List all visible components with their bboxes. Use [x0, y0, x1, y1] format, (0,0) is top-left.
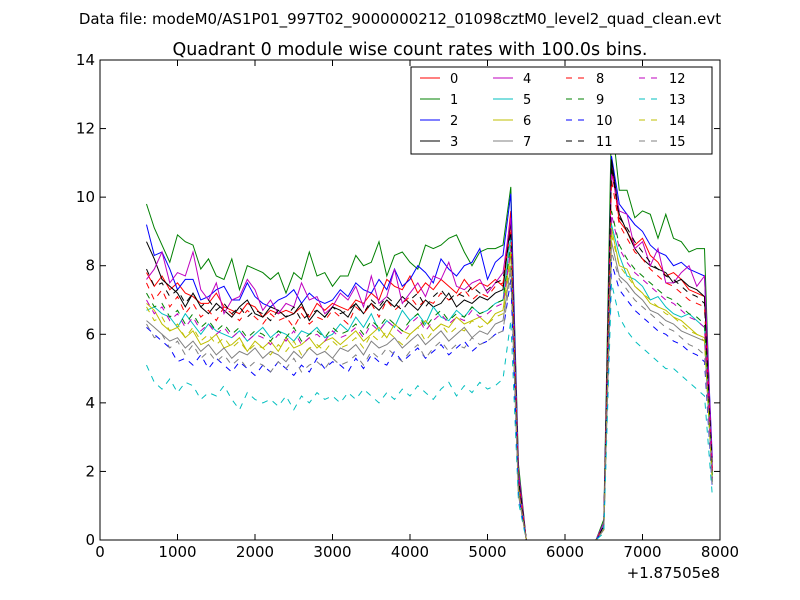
series-line-8	[146, 179, 713, 541]
chart-title: Quadrant 0 module wise count rates with …	[173, 40, 648, 60]
y-tick-label: 0	[85, 531, 95, 549]
series-line-15	[146, 251, 713, 541]
series-line-6	[146, 227, 713, 541]
series-line-10	[146, 262, 713, 541]
legend-label-10: 10	[596, 114, 613, 129]
legend-label-5: 5	[523, 93, 531, 108]
legend-label-12: 12	[669, 72, 686, 87]
legend-label-9: 9	[596, 93, 604, 108]
legend-label-14: 14	[669, 114, 686, 129]
x-tick-label: 7000	[623, 543, 661, 561]
x-tick-label: 8000	[701, 543, 739, 561]
legend-label-0: 0	[450, 72, 458, 87]
series-line-11	[146, 166, 713, 541]
legend-label-11: 11	[596, 135, 613, 150]
series-line-14	[146, 234, 713, 541]
legend-box	[410, 66, 713, 155]
legend-label-7: 7	[523, 135, 531, 150]
legend-label-3: 3	[450, 135, 458, 150]
series-layer	[146, 118, 713, 541]
x-tick-label: 4000	[391, 543, 429, 561]
y-tick-label: 14	[76, 51, 95, 69]
series-line-1	[146, 118, 713, 541]
series-line-7	[146, 241, 713, 541]
legend-label-4: 4	[523, 72, 531, 87]
legend-label-6: 6	[523, 114, 531, 129]
y-tick-label: 2	[85, 462, 95, 480]
x-tick-label: 6000	[546, 543, 584, 561]
legend-label-1: 1	[450, 93, 458, 108]
x-tick-label: 0	[95, 543, 105, 561]
legend-label-15: 15	[669, 135, 686, 150]
plot-frame	[99, 59, 721, 541]
x-tick-label: 1000	[158, 543, 196, 561]
x-tick-label: 5000	[468, 543, 506, 561]
y-tick-label: 12	[76, 120, 95, 138]
series-line-2	[146, 155, 713, 541]
x-tick-label: 2000	[236, 543, 274, 561]
tick-layer: 0 1000 2000 3000 4000 5000 6000 7000 80000246810…	[76, 51, 739, 561]
y-tick-label: 4	[85, 394, 95, 412]
legend-label-2: 2	[450, 114, 458, 129]
y-tick-label: 8	[85, 257, 95, 275]
x-offset-label: +1.87505e8	[627, 564, 720, 582]
series-line-5	[146, 224, 713, 541]
legend-label-8: 8	[596, 72, 604, 87]
series-line-12	[146, 214, 713, 541]
series-line-9	[146, 210, 713, 541]
series-line-4	[146, 172, 713, 541]
y-tick-label: 6	[85, 325, 95, 343]
x-tick-label: 3000	[313, 543, 351, 561]
series-line-13	[146, 282, 713, 541]
chart-suptitle: Data file: modeM0/AS1P01_997T02_90000002…	[79, 10, 721, 29]
y-tick-label: 10	[76, 188, 95, 206]
legend-label-13: 13	[669, 93, 686, 108]
